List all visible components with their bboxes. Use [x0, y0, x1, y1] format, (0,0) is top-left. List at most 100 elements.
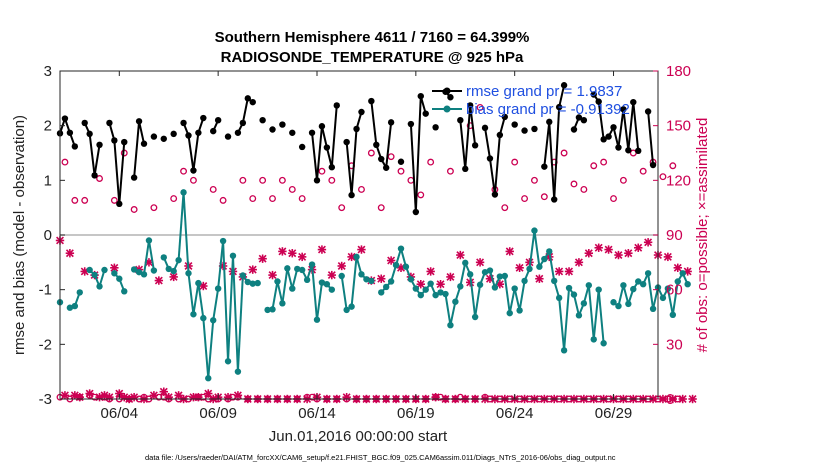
bias-point [135, 268, 143, 276]
rmse-point [86, 130, 93, 138]
y-tick-label: 2 [44, 118, 52, 135]
obs-possible-point [590, 162, 598, 170]
bias-point [541, 255, 548, 263]
bias-point [546, 248, 553, 255]
obs-assimilated-point [658, 394, 668, 404]
obs-possible-point [446, 167, 454, 175]
bias-point [121, 288, 128, 295]
rmse-point [130, 174, 138, 181]
rmse-point [259, 117, 266, 124]
rmse-point [644, 108, 652, 115]
bias-point [457, 283, 464, 290]
obs-assimilated-point [278, 247, 287, 256]
y-tick-label-right: 30 [666, 336, 683, 353]
rmse-segment [617, 109, 625, 148]
y-axis-label-right: # of obs: o=possible; ×=assimilated [694, 118, 711, 353]
bias-segment [587, 285, 595, 340]
bias-segment [187, 273, 195, 315]
bias-point [353, 253, 360, 261]
bias-segment [508, 288, 516, 314]
obs-assimilated-point [456, 250, 465, 260]
bias-segment [281, 268, 289, 304]
bias-segment [652, 287, 659, 310]
rmse-segment [622, 109, 630, 151]
bias-segment [182, 192, 190, 274]
obs-possible-point [358, 185, 365, 193]
bias-point [669, 311, 677, 319]
y-axis-label: rmse and bias (model - observation) [11, 115, 28, 355]
obs-possible-point [476, 103, 484, 111]
rmse-point [570, 126, 578, 133]
rmse-point [625, 147, 632, 154]
y-tick-label: 1 [44, 172, 52, 189]
bias-point [392, 261, 400, 269]
obs-possible-point [288, 185, 296, 193]
bias-point [536, 263, 543, 270]
legend-rmse-marker [443, 87, 451, 95]
bias-point [496, 273, 504, 280]
obs-assimilated-point [446, 272, 455, 282]
obs-possible-point [511, 158, 519, 166]
rmse-point [328, 164, 336, 171]
rmse-segment [88, 133, 96, 176]
bias-point [551, 277, 558, 285]
rmse-point [313, 177, 321, 184]
bias-point [96, 283, 103, 290]
rmse-point [106, 119, 113, 127]
bias-point [471, 313, 479, 321]
obs-possible-point [298, 195, 306, 203]
bias-segment [143, 240, 150, 275]
rmse-point [481, 124, 489, 132]
obs-assimilated-point [337, 261, 346, 271]
legend-bias-label: bias grand pr = -0.91392 [466, 101, 630, 118]
obs-possible-point [303, 393, 311, 401]
bias-point [200, 314, 207, 322]
rmse-point [417, 92, 424, 100]
rmse-point [195, 129, 202, 136]
obs-possible-point [71, 196, 79, 204]
rmse-segment [385, 122, 393, 168]
y-tick-label-right: 90 [666, 227, 683, 244]
bias-point [150, 267, 158, 274]
bias-segment [647, 273, 655, 309]
obs-assimilated-point [65, 249, 75, 258]
bias-point [674, 278, 681, 285]
rmse-point [180, 119, 187, 127]
bias-point [555, 294, 563, 302]
bias-point [639, 281, 647, 288]
legend-bias-marker [443, 105, 451, 113]
rmse-point [121, 138, 128, 146]
bias-point [303, 276, 311, 284]
rmse-point [373, 141, 380, 148]
obs-possible-point [540, 193, 548, 201]
bias-point [86, 266, 93, 274]
rmse-point [615, 144, 622, 151]
bias-point [111, 270, 118, 277]
bias-segment [444, 293, 452, 326]
rmse-segment [627, 102, 635, 151]
bias-point [684, 281, 691, 288]
rmse-segment [484, 127, 491, 159]
obs-possible-point [501, 204, 509, 212]
rmse-point [358, 108, 365, 116]
rmse-point [407, 120, 415, 128]
rmse-segment [548, 121, 556, 200]
bias-point [210, 317, 217, 324]
rmse-point [249, 98, 256, 106]
rmse-point [447, 94, 454, 101]
bias-point [140, 271, 148, 278]
obs-assimilated-point [386, 256, 396, 265]
obs-possible-point [239, 176, 247, 184]
rmse-segment [133, 121, 141, 178]
obs-assimilated-point [643, 238, 653, 247]
rmse-point [595, 98, 602, 105]
bias-point [486, 267, 494, 274]
bias-segment [271, 281, 279, 310]
bias-point [412, 285, 420, 292]
bias-point [229, 252, 237, 259]
bias-point [254, 279, 261, 287]
axis-ticks: 06/04 06/09 06/14 06/19 06/24 06/29 -3 -2 -1 0 1 2 3… [39, 63, 691, 422]
bias-point [308, 261, 316, 268]
bias-segment [147, 240, 155, 271]
rmse-point [635, 147, 642, 155]
